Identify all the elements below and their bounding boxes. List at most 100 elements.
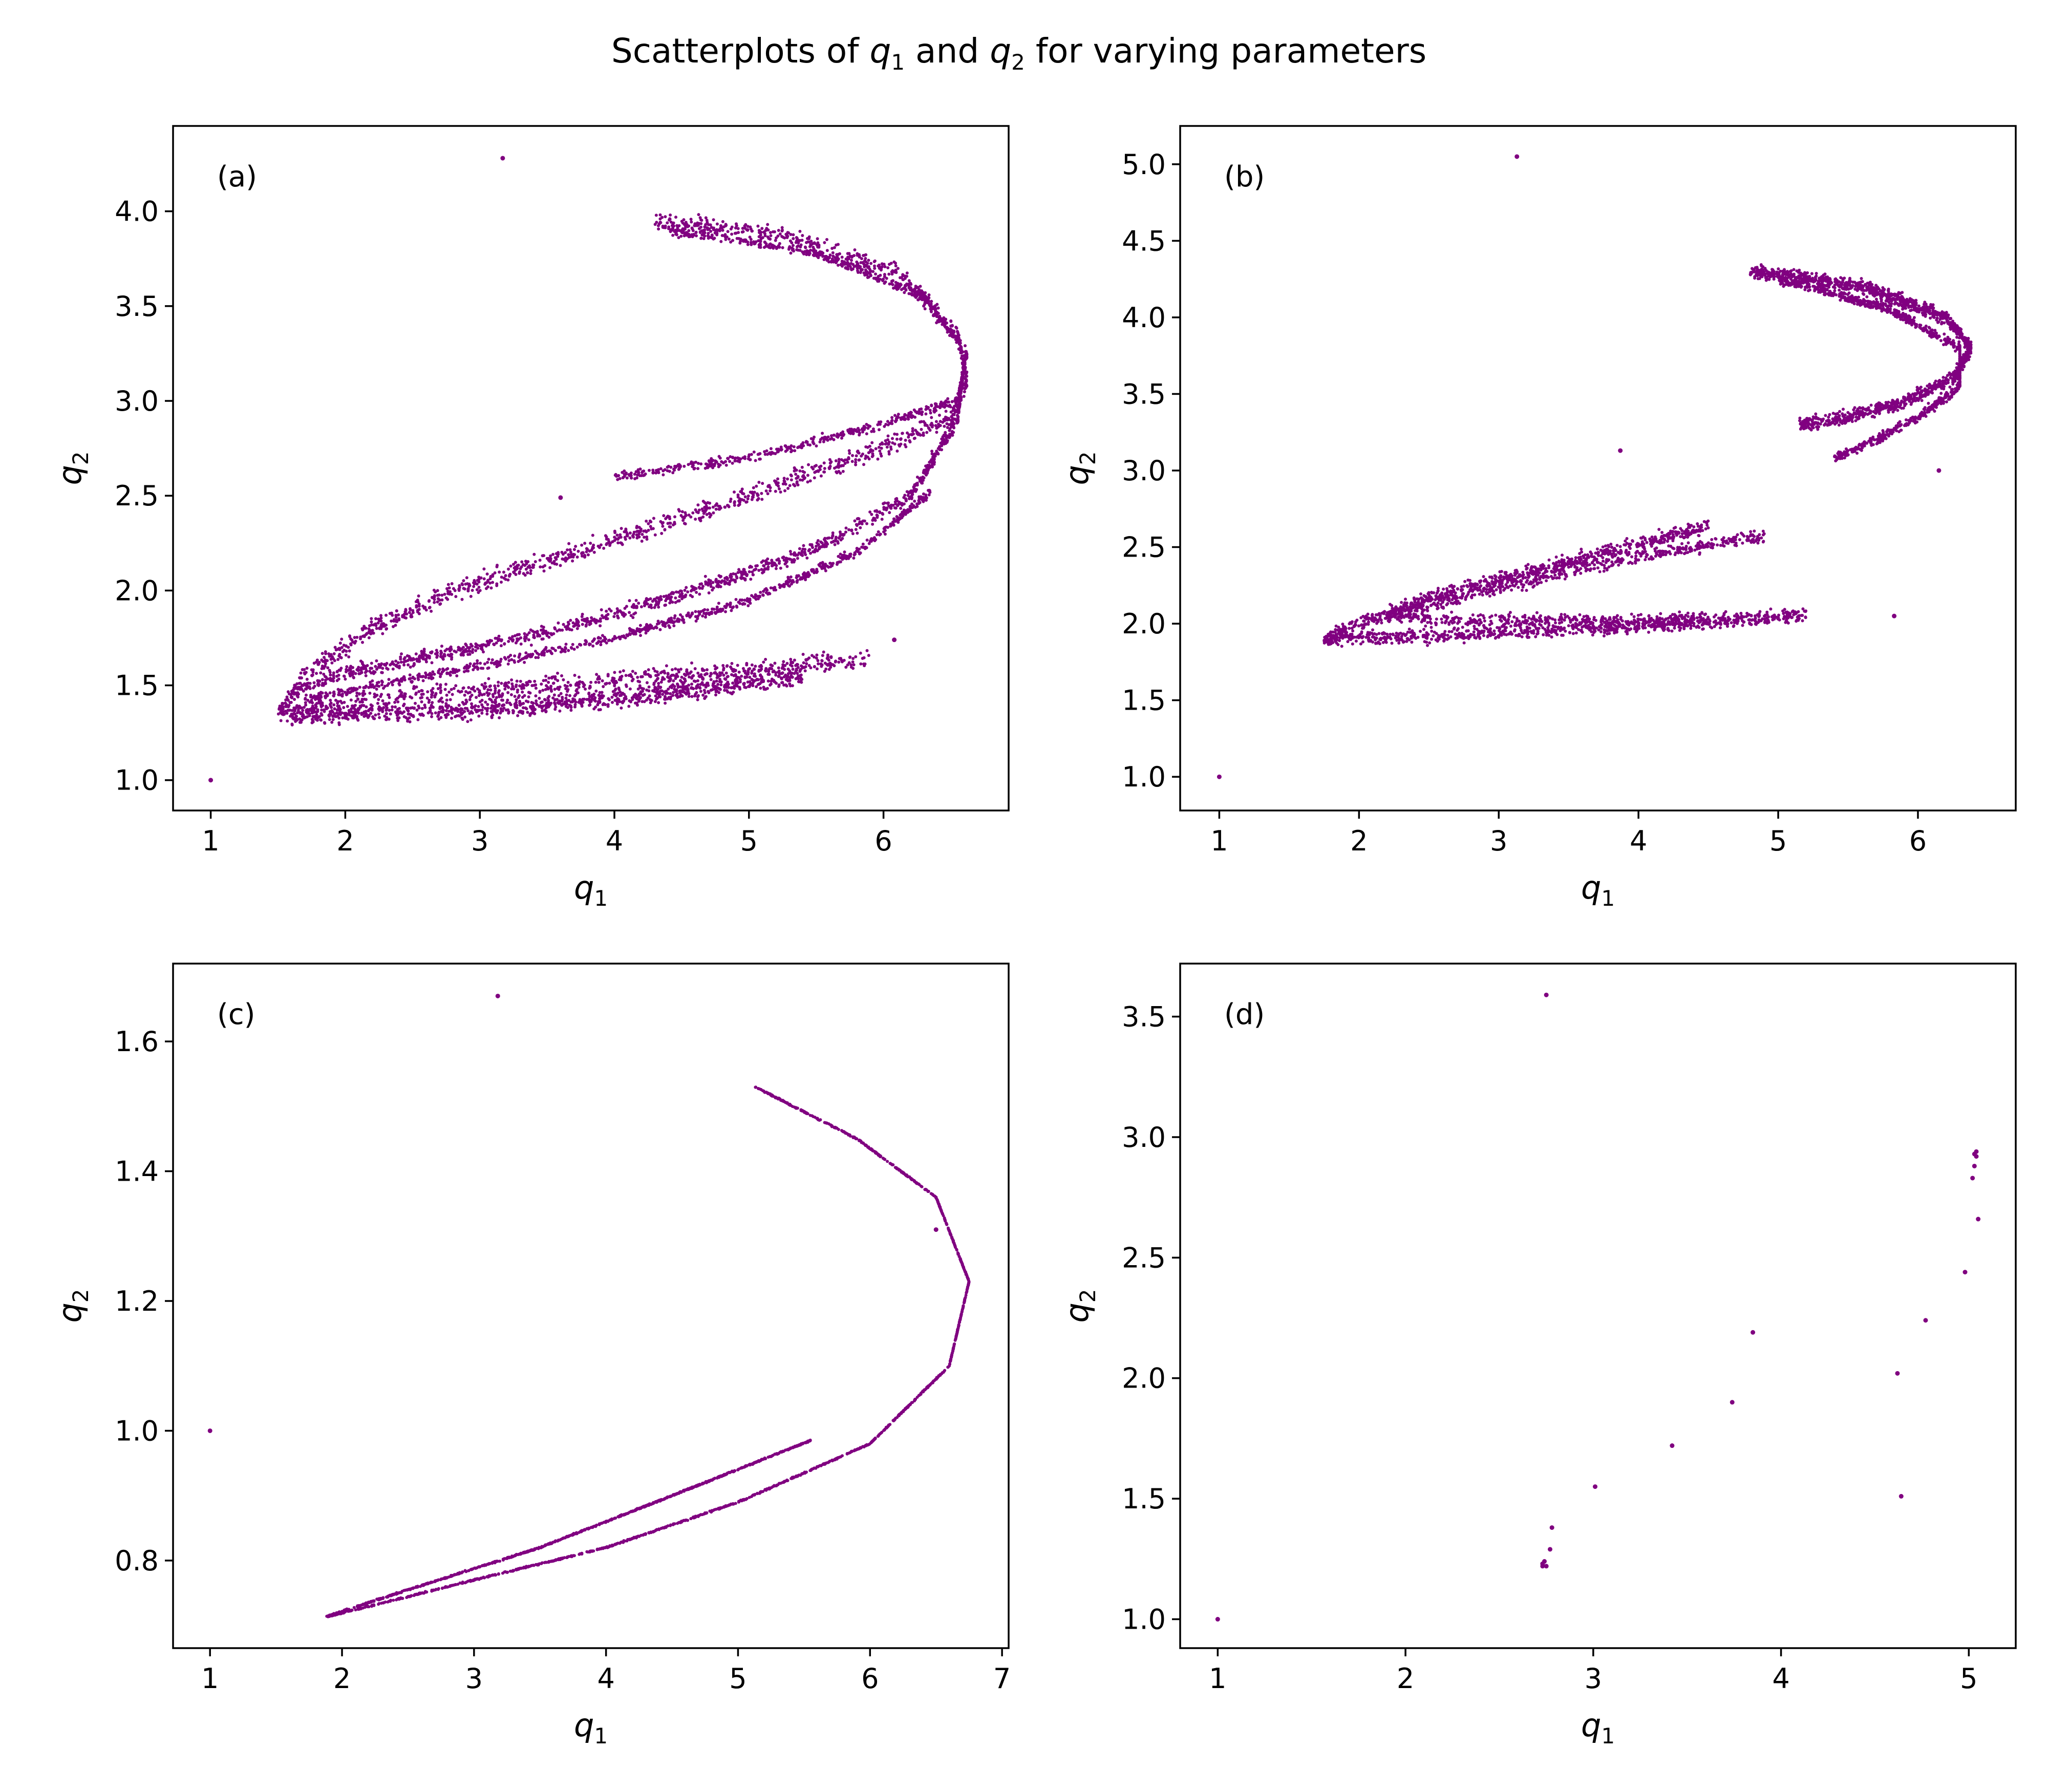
scatter-point — [757, 481, 761, 484]
scatter-point — [644, 529, 647, 532]
scatter-point — [436, 589, 439, 592]
scatter-point — [644, 631, 648, 635]
scatter-point — [954, 403, 958, 407]
scatter-point — [666, 221, 669, 225]
scatter-point — [823, 467, 826, 470]
scatter-point — [821, 654, 824, 657]
scatter-point — [375, 627, 378, 630]
scatter-point — [896, 283, 900, 287]
scatter-point — [950, 333, 954, 337]
scatter-point — [408, 611, 411, 614]
scatter-point — [764, 489, 768, 493]
scatter-point — [574, 545, 578, 548]
scatter-point — [770, 562, 774, 565]
scatter-point — [360, 627, 364, 630]
scatter-point — [895, 437, 899, 441]
scatter-point — [640, 540, 644, 543]
scatter-point — [482, 577, 486, 581]
scatter-point — [606, 674, 610, 678]
scatter-point — [485, 572, 489, 576]
scatter-point — [497, 691, 500, 694]
scatter-point — [844, 530, 847, 534]
scatter-point — [345, 693, 348, 696]
scatter-point — [345, 665, 349, 669]
scatter-point — [957, 403, 961, 407]
scatter-point — [647, 685, 651, 689]
scatter-point — [449, 673, 452, 677]
scatter-point — [282, 713, 285, 716]
scatter-point — [923, 307, 927, 311]
scatter-point — [542, 569, 546, 573]
scatter-point — [678, 595, 681, 599]
scatter-point — [597, 636, 601, 639]
scatter-point — [559, 628, 562, 632]
scatter-point — [349, 642, 352, 646]
scatter-point — [696, 503, 700, 507]
scatter-point — [676, 600, 679, 603]
scatter-point — [687, 229, 691, 232]
scatter-point — [327, 652, 331, 655]
scatter-point — [531, 566, 535, 569]
scatter-point — [635, 476, 638, 480]
scatter-point — [728, 460, 732, 463]
scatter-point — [813, 548, 817, 552]
scatter-point — [905, 271, 909, 275]
scatter-point — [468, 662, 472, 666]
scatter-point — [855, 523, 858, 526]
scatter-point — [364, 698, 368, 701]
scatter-point — [523, 639, 527, 643]
scatter-point — [510, 682, 514, 686]
scatter-point — [514, 573, 518, 576]
scatter-point — [736, 459, 739, 463]
scatter-point — [687, 235, 691, 239]
scatter-point — [286, 690, 290, 694]
scatter-point — [792, 237, 795, 240]
scatter-point — [865, 432, 868, 436]
scatter-point — [373, 692, 376, 696]
scatter-point — [743, 578, 747, 582]
scatter-point — [681, 516, 685, 519]
scatter-point — [682, 618, 685, 622]
scatter-point — [458, 584, 461, 587]
scatter-point — [553, 677, 557, 681]
scatter-point — [795, 245, 799, 248]
scatter-point — [449, 698, 452, 701]
scatter-point — [744, 238, 748, 242]
scatter-point — [899, 276, 902, 280]
scatter-point — [806, 657, 809, 661]
scatter-point — [804, 246, 807, 249]
scatter-point — [676, 463, 680, 466]
scatter-point — [534, 656, 538, 659]
scatter-point — [792, 560, 796, 564]
scatter-point — [422, 606, 426, 610]
scatter-point — [736, 227, 740, 230]
scatter-point — [293, 684, 296, 687]
scatter-point — [652, 517, 655, 520]
scatter-point — [616, 611, 620, 614]
scatter-point — [512, 687, 516, 691]
scatter-point — [671, 668, 674, 671]
scatter-point — [440, 598, 444, 602]
scatter-point — [766, 557, 770, 561]
scatter-point — [779, 566, 782, 570]
scatter-point — [607, 538, 610, 541]
scatter-point — [539, 565, 542, 569]
scatter-point — [386, 684, 389, 687]
scatter-point — [734, 598, 738, 601]
scatter-point — [805, 573, 809, 576]
scatter-point — [452, 687, 456, 690]
scatter-point — [846, 258, 849, 262]
scatter-point — [862, 254, 865, 257]
scatter-point — [462, 587, 465, 590]
scatter-point — [374, 665, 377, 668]
scatter-point — [384, 664, 388, 667]
scatter-point — [935, 303, 939, 306]
scatter-point — [445, 693, 449, 697]
scatter-point — [949, 405, 952, 409]
scatter-point — [705, 668, 709, 672]
scatter-point — [774, 239, 777, 242]
scatter-point — [754, 459, 757, 462]
scatter-point — [408, 655, 411, 658]
scatter-point — [620, 527, 623, 530]
scatter-point — [902, 278, 905, 282]
